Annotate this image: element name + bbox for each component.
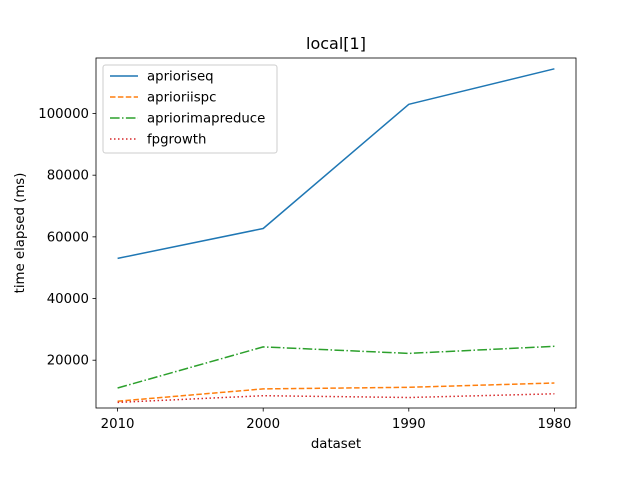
y-tick-label: 20000 — [47, 354, 89, 369]
legend-label: fpgrowth — [147, 133, 206, 148]
y-tick-label: 40000 — [47, 292, 89, 307]
y-axis-label: time elapsed (ms) — [13, 173, 28, 294]
legend-box — [102, 64, 278, 154]
series-line-aprioriseq — [117, 68, 555, 260]
legend-label: aprioriseq — [147, 70, 214, 85]
x-tick-label: 2000 — [246, 417, 280, 432]
y-tick-label: 100000 — [38, 107, 89, 122]
x-tick-label: 1980 — [537, 417, 571, 432]
legend-label: aprioriispc — [147, 91, 216, 106]
y-tick-label: 60000 — [47, 230, 89, 245]
chart-title: local[1] — [306, 34, 366, 53]
legend: aprioriseq aprioriispc apriorimapreduce fpg… — [102, 64, 278, 154]
x-tick-label: 1990 — [392, 417, 426, 432]
x-tick-label: 2010 — [101, 417, 135, 432]
y-tick-label: 80000 — [47, 169, 89, 184]
series-line-aprioriispc — [117, 382, 555, 402]
legend-label: apriorimapreduce — [147, 112, 265, 127]
series-line-fpgrowth — [117, 393, 555, 404]
series-line-apriorimapreduce — [117, 345, 555, 389]
x-axis-label: dataset — [311, 437, 361, 452]
axes-frame — [95, 57, 577, 409]
plot-area: 2010 2000 1990 1980 20000 40000 60000 80000 1000… — [38, 57, 577, 432]
